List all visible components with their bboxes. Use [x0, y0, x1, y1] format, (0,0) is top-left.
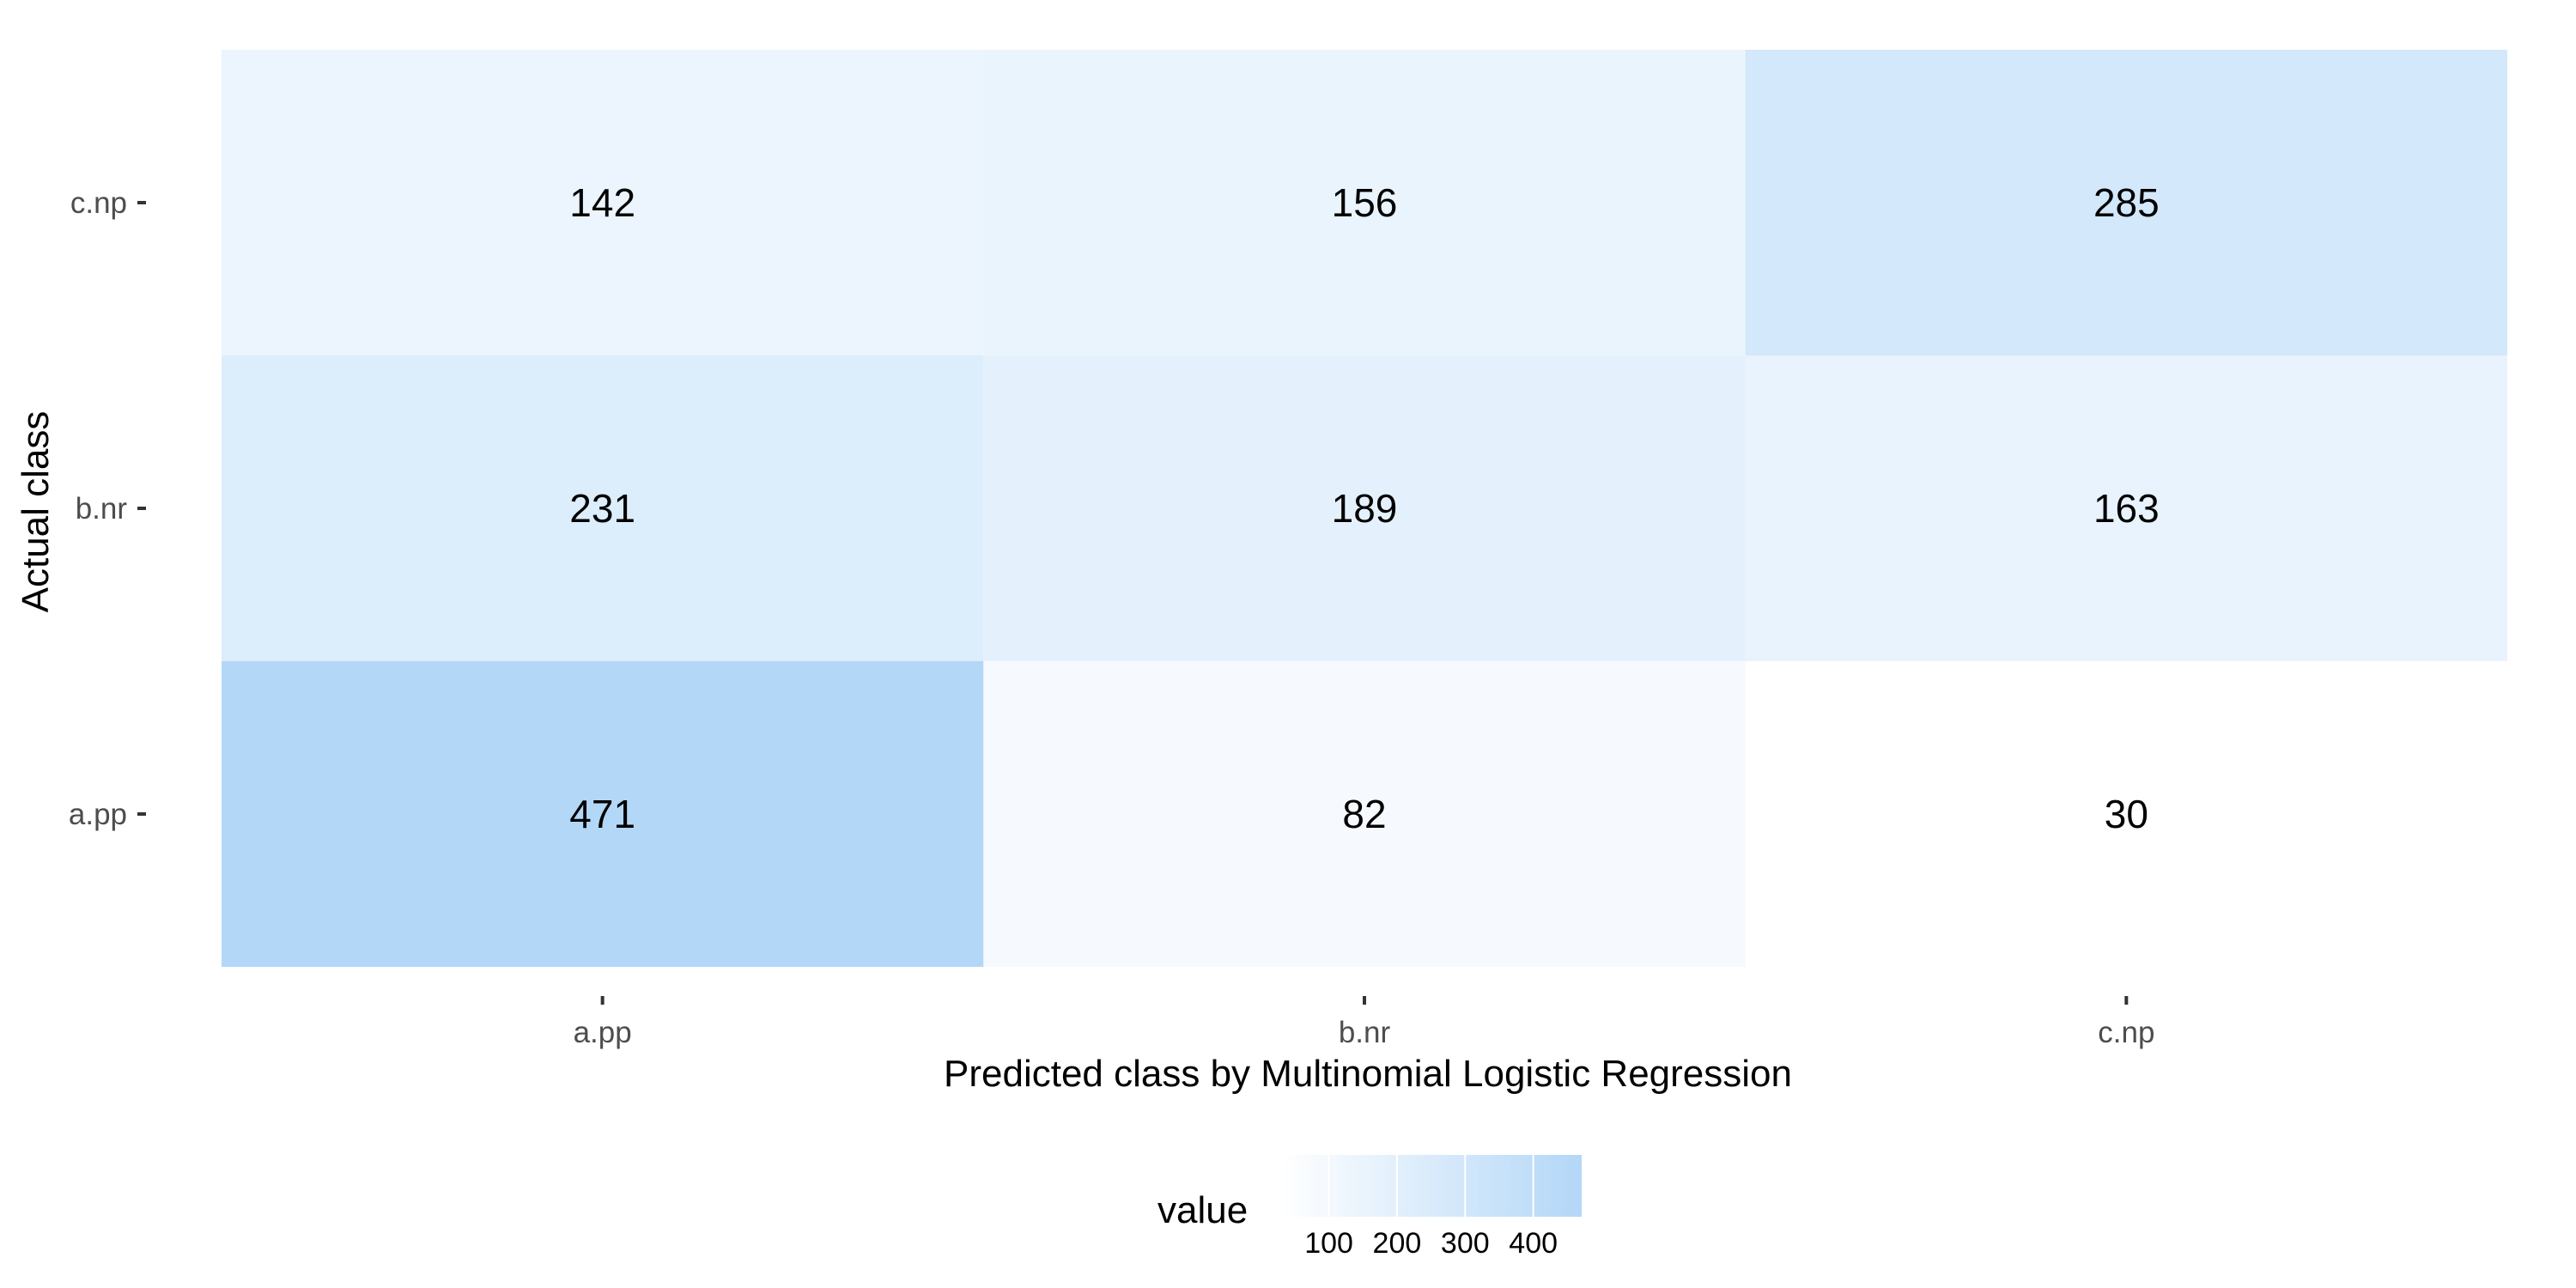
- heatmap-cell-b.nr-b.nr: [983, 355, 1746, 661]
- color-legend: value 100 200 300 400: [1157, 1155, 1582, 1260]
- cell-value-label: 189: [1332, 486, 1398, 531]
- legend-tick-label: 400: [1509, 1227, 1558, 1260]
- cell-value-label: 142: [569, 180, 635, 225]
- y-axis: a.pp b.nr c.np: [69, 186, 146, 831]
- legend-tick-label: 300: [1441, 1227, 1490, 1260]
- heatmap-cell-b.nr-a.pp: [222, 355, 984, 661]
- heatmap-cell-c.np-c.np: [1745, 50, 2507, 355]
- heatmap-cell-a.pp-a.pp: [222, 661, 984, 967]
- x-axis-title: Predicted class by Multinomial Logistic …: [944, 1053, 1792, 1095]
- heatmap-cell-c.np-a.pp: [222, 50, 984, 355]
- cell-value-label: 285: [2093, 180, 2160, 225]
- heatmap-cell-a.pp-c.np: [1745, 661, 2507, 967]
- x-tick-label: c.np: [2098, 1016, 2154, 1049]
- y-tick-label: b.nr: [76, 492, 128, 526]
- legend-tick-label: 100: [1304, 1227, 1353, 1260]
- cell-value-label: 82: [1342, 792, 1386, 836]
- y-axis-title: Actual class: [15, 411, 57, 613]
- y-tick-label: c.np: [70, 186, 127, 220]
- heatmap-cell-b.nr-c.np: [1745, 355, 2507, 661]
- cell-value-label: 471: [569, 792, 635, 836]
- heatmap-cell-a.pp-b.nr: [983, 661, 1746, 967]
- legend-color-bar: [1281, 1155, 1582, 1217]
- x-tick-label: a.pp: [574, 1016, 632, 1049]
- x-axis: a.pp b.nr c.np: [574, 996, 2154, 1049]
- cell-value-label: 231: [569, 486, 635, 531]
- cell-value-label: 30: [2105, 792, 2148, 836]
- legend-tick-label: 200: [1373, 1227, 1422, 1260]
- legend-ticks: 100 200 300 400: [1304, 1155, 1558, 1260]
- heatmap-cell-c.np-b.nr: [983, 50, 1746, 355]
- cell-value-label: 163: [2093, 486, 2160, 531]
- cell-value-label: 156: [1332, 180, 1398, 225]
- y-tick-label: a.pp: [69, 798, 127, 831]
- x-tick-label: b.nr: [1339, 1016, 1391, 1049]
- heatmap-cells: [222, 50, 2507, 967]
- legend-title: value: [1157, 1189, 1248, 1231]
- heatmap-cell-labels: 471 82 30 231 189 163 142 156 285: [569, 180, 2159, 836]
